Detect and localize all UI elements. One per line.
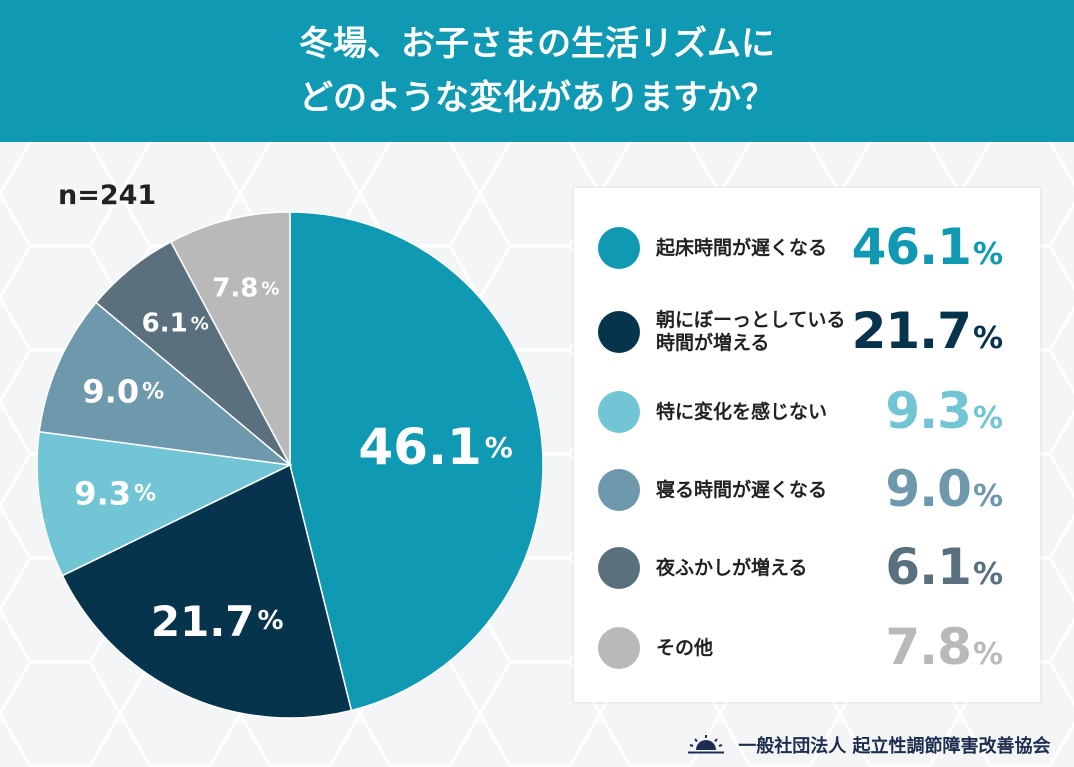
legend-value-number: 9.3 [885,382,972,440]
legend-value-number: 6.1 [885,538,972,596]
legend-label-line: 夜ふかしが増える [656,557,808,579]
percent-sign: % [972,557,1003,592]
pie-slice [36,430,293,577]
legend-label-line: 時間が増える [656,332,770,354]
legend-value-number: 7.8 [885,618,972,676]
legend-value-number: 46.1 [851,218,972,276]
chart-title-line-2: どのような変化がありますか？ [299,78,775,118]
legend-value-number: 9.0 [885,460,972,518]
legend-label-line: 朝にぼーっとしている [656,309,846,331]
legend-value: 7.8% [885,618,1003,676]
chart-title-line-1: 冬場、お子さまの生活リズムに [299,24,775,64]
slice-value-label: 9.3% [74,474,156,512]
percent-sign: % [972,401,1003,436]
legend-label-line: 寝る時間が遅くなる [656,479,828,501]
pie-slice [61,463,353,719]
legend-swatch [598,227,640,269]
legend-label-line: その他 [656,637,714,659]
footer-org-name: 一般社団法人 起立性調節障害改善協会 [738,736,1051,757]
legend-item: 夜ふかしが増える 6.1% [574,538,1040,598]
legend-label-line: 起床時間が遅くなる [656,237,828,259]
legend-label: 起床時間が遅くなる [656,237,846,260]
legend-item: 特に変化を感じない 9.3% [574,382,1040,442]
pie-chart: 46.1 % 21.7 % 9.3 % 9.0 % 6.1 %7.8% [36,211,544,719]
chart-header: 冬場、お子さまの生活リズムに どのような変化がありますか？ [0,0,1074,142]
percent-sign: % [972,321,1003,356]
footer-organization: 一般社団法人 起立性調節障害改善協会 [688,732,1051,758]
legend-item: 朝にぼーっとしている 時間が増える 21.7% [574,302,1040,362]
legend-swatch [598,311,640,353]
legend-item: 起床時間が遅くなる 46.1% [574,218,1040,278]
pie-slice [289,211,544,712]
legend-swatch [598,391,640,433]
legend-label: その他 [656,637,846,660]
legend-swatch [598,627,640,669]
legend-value: 9.3% [885,382,1003,440]
legend-label: 夜ふかしが増える [656,557,846,580]
percent-sign: % [972,637,1003,672]
slice-value-label: 21.7% [151,596,284,645]
percent-sign: % [972,237,1003,272]
sunrise-logo-icon [688,735,724,754]
legend-value: 9.0% [885,460,1003,518]
legend-item: 寝る時間が遅くなる 9.0% [574,460,1040,520]
legend-label: 特に変化を感じない [656,401,846,424]
pie-slice [169,211,291,466]
slice-value-label: 46.1% [358,418,512,476]
legend-label: 寝る時間が遅くなる [656,479,846,502]
legend-card: 起床時間が遅くなる 46.1% 朝にぼーっとしている 時間が増える 21.7% 特に変化を… [574,188,1040,702]
slice-value-label: 6.1% [142,309,209,339]
slice-value-label: 7.8% [212,273,279,303]
legend-value: 6.1% [885,538,1003,596]
sample-size: n=241 [58,180,157,211]
percent-sign: % [972,479,1003,514]
legend-value: 46.1% [851,218,1003,276]
legend-label: 朝にぼーっとしている 時間が増える [656,309,846,355]
legend-value-number: 21.7 [851,302,972,360]
legend-value: 21.7% [851,302,1003,360]
legend-label-line: 特に変化を感じない [656,401,828,423]
legend-swatch [598,547,640,589]
legend-item: その他 7.8% [574,618,1040,678]
slice-value-label: 9.0% [82,373,164,411]
legend-swatch [598,469,640,511]
pie-slice [38,301,293,467]
